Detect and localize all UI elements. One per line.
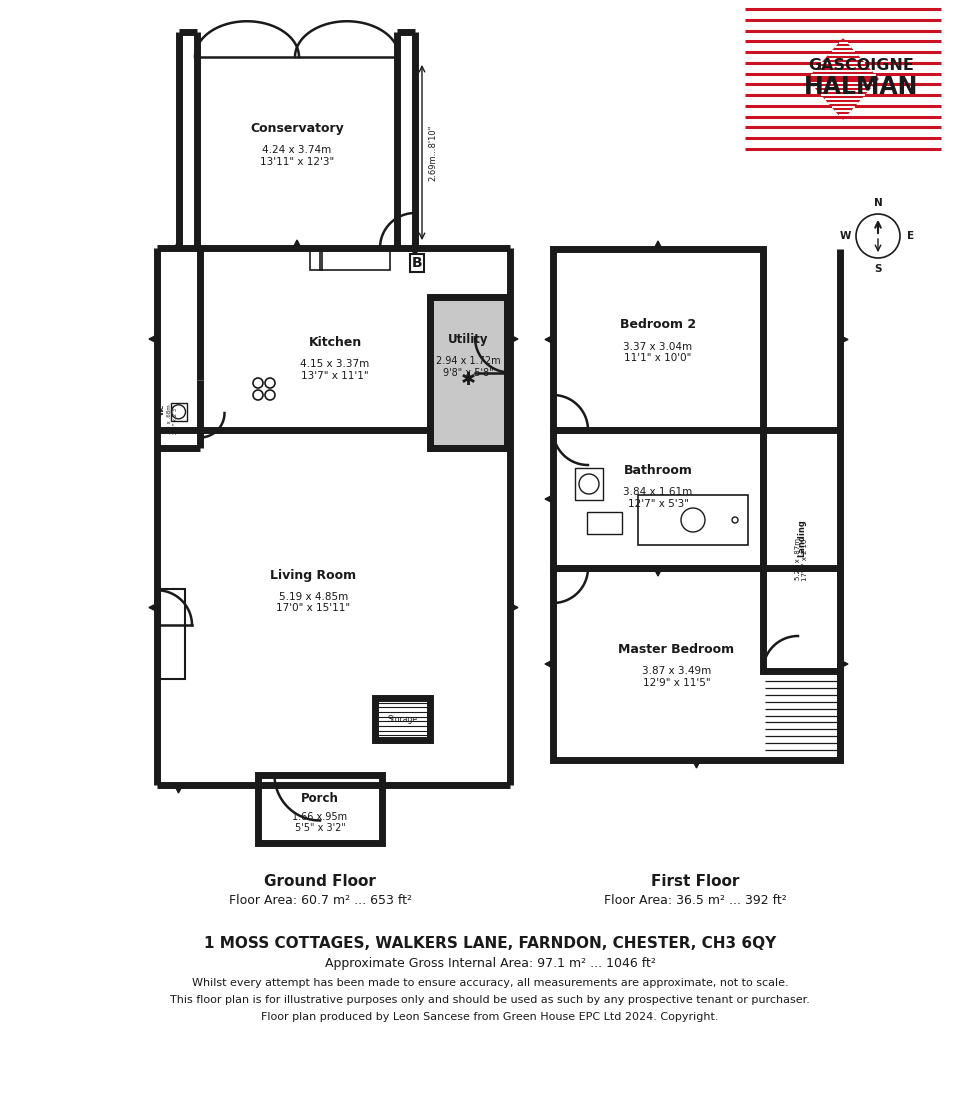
Polygon shape — [510, 603, 518, 611]
Polygon shape — [545, 659, 553, 668]
Text: B: B — [412, 257, 422, 270]
Polygon shape — [545, 495, 553, 503]
Bar — [553, 249, 763, 430]
Text: Floor Area: 60.7 m² ... 653 ft²: Floor Area: 60.7 m² ... 653 ft² — [228, 894, 412, 907]
Text: This floor plan is for illustrative purposes only and should be used as such by : This floor plan is for illustrative purp… — [171, 995, 809, 1005]
Text: E: E — [907, 231, 914, 241]
Text: Utility: Utility — [448, 334, 489, 347]
Bar — [160, 589, 185, 678]
Bar — [587, 512, 622, 534]
Bar — [258, 775, 382, 843]
Text: Porch: Porch — [301, 793, 339, 805]
Text: 3.84 x 1.61m
12'7" x 5'3": 3.84 x 1.61m 12'7" x 5'3" — [623, 488, 693, 509]
Text: 5.19 x 4.85m
17'0" x 15'11": 5.19 x 4.85m 17'0" x 15'11" — [276, 591, 351, 613]
Bar — [171, 403, 186, 421]
Polygon shape — [693, 760, 701, 768]
Bar — [375, 698, 430, 740]
Text: 2.94 x 1.72m
9'8" x 5'8": 2.94 x 1.72m 9'8" x 5'8" — [436, 357, 501, 378]
Text: Kitchen: Kitchen — [309, 336, 362, 349]
Text: S: S — [874, 264, 882, 274]
Text: Living Room: Living Room — [270, 569, 357, 581]
Text: HALMAN: HALMAN — [804, 75, 918, 99]
Polygon shape — [174, 240, 182, 248]
Bar — [575, 468, 603, 500]
Text: 4.24 x 3.74m
13'11" x 12'3": 4.24 x 3.74m 13'11" x 12'3" — [260, 145, 334, 166]
Text: First Floor: First Floor — [651, 873, 739, 889]
Text: Bedroom 2: Bedroom 2 — [620, 318, 696, 331]
Bar — [763, 430, 840, 671]
Text: Bathroom: Bathroom — [623, 465, 693, 477]
Bar — [320, 250, 390, 270]
Text: ✱: ✱ — [461, 371, 476, 389]
Text: Floor Area: 36.5 m² ... 392 ft²: Floor Area: 36.5 m² ... 392 ft² — [604, 894, 786, 907]
Polygon shape — [411, 240, 419, 248]
Text: Landing: Landing — [797, 520, 806, 557]
Text: 3.37 x 3.04m
11'1" x 10'0": 3.37 x 3.04m 11'1" x 10'0" — [623, 341, 693, 363]
Text: .83 x .68m
2'0" x 2'3": .83 x .68m 2'0" x 2'3" — [167, 404, 177, 434]
Polygon shape — [149, 335, 157, 344]
Bar — [553, 430, 763, 568]
Polygon shape — [174, 785, 182, 793]
Text: 2.69m...8'10": 2.69m...8'10" — [428, 124, 437, 181]
Text: Master Bedroom: Master Bedroom — [618, 643, 735, 656]
Text: Approximate Gross Internal Area: 97.1 m² ... 1046 ft²: Approximate Gross Internal Area: 97.1 m²… — [324, 958, 656, 970]
Text: 3.87 x 3.49m
12'9" x 11'5": 3.87 x 3.49m 12'9" x 11'5" — [642, 666, 711, 688]
Bar — [553, 568, 840, 760]
Text: GASCOIGNE: GASCOIGNE — [808, 58, 914, 74]
Polygon shape — [808, 39, 878, 119]
Polygon shape — [545, 336, 553, 344]
Polygon shape — [149, 603, 157, 611]
Text: Whilst every attempt has been made to ensure accuracy, all measurements are appr: Whilst every attempt has been made to en… — [192, 978, 788, 988]
Text: 1 MOSS COTTAGES, WALKERS LANE, FARNDON, CHESTER, CH3 6QY: 1 MOSS COTTAGES, WALKERS LANE, FARNDON, … — [204, 936, 776, 950]
Bar — [430, 297, 507, 448]
Polygon shape — [840, 336, 848, 344]
Bar — [638, 495, 748, 545]
Polygon shape — [654, 241, 662, 249]
Polygon shape — [654, 568, 662, 576]
Text: 4.15 x 3.37m
13'7" x 11'1": 4.15 x 3.37m 13'7" x 11'1" — [301, 359, 369, 381]
Polygon shape — [293, 240, 301, 248]
Text: N: N — [873, 198, 882, 208]
Text: WC: WC — [160, 403, 165, 415]
Text: Storage: Storage — [387, 715, 417, 723]
Text: 5.22 x .87m
17'1" x 2'10": 5.22 x .87m 17'1" x 2'10" — [795, 536, 808, 581]
Polygon shape — [840, 659, 848, 668]
Text: Conservatory: Conservatory — [250, 122, 344, 135]
Text: 1.66 x.95m
5'5" x 3'2": 1.66 x.95m 5'5" x 3'2" — [292, 811, 348, 833]
Text: Ground Floor: Ground Floor — [264, 873, 376, 889]
Bar — [310, 250, 322, 270]
Text: Floor plan produced by Leon Sancese from Green House EPC Ltd 2024. Copyright.: Floor plan produced by Leon Sancese from… — [262, 1012, 718, 1022]
Text: W: W — [839, 231, 851, 241]
Polygon shape — [510, 335, 518, 344]
Polygon shape — [411, 248, 419, 257]
